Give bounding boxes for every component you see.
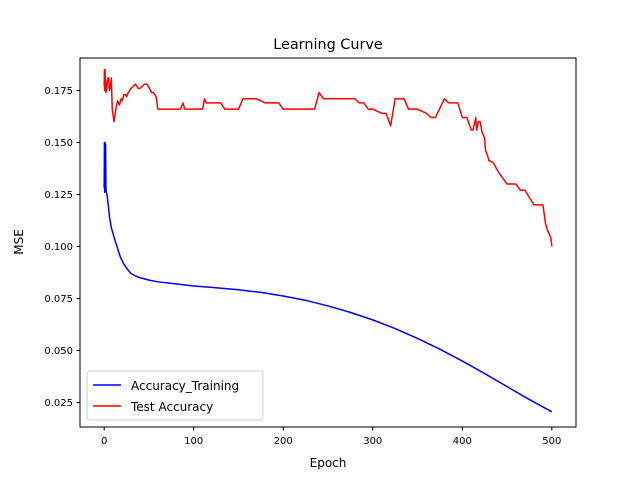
legend-label-test: Test Accuracy [130,400,213,414]
chart-title: Learning Curve [273,37,383,53]
x-tick-label: 0 [101,436,107,447]
legend-label-training: Accuracy_Training [131,379,239,393]
x-tick-label: 200 [274,436,293,447]
legend-box [86,370,264,421]
y-tick-label: 0.125 [44,190,73,201]
y-tick-label: 0.050 [44,346,73,357]
series-layer [103,68,553,413]
y-tick-label: 0.025 [44,398,73,409]
y-axis-label: MSE [12,229,26,255]
x-tick-label: 100 [184,436,203,447]
axes-frame [79,57,577,428]
x-axis-ticks: 0 100 200 300 400 500 [101,427,561,447]
y-tick-label: 0.100 [44,242,73,253]
x-tick-label: 400 [453,436,472,447]
series-line-0 [103,141,553,413]
y-tick-label: 0.175 [44,86,73,97]
plot-area [79,57,577,428]
x-tick-label: 300 [363,436,382,447]
y-tick-label: 0.150 [44,138,73,149]
legend: Accuracy_Training Test Accuracy [86,370,264,421]
x-tick-label: 500 [542,436,561,447]
x-axis-label: Epoch [310,456,347,470]
y-axis-ticks: 0.025 0.050 0.075 0.100 0.125 0.150 0.175 [44,86,80,409]
y-tick-label: 0.075 [44,294,73,305]
series-line-1 [103,68,553,247]
